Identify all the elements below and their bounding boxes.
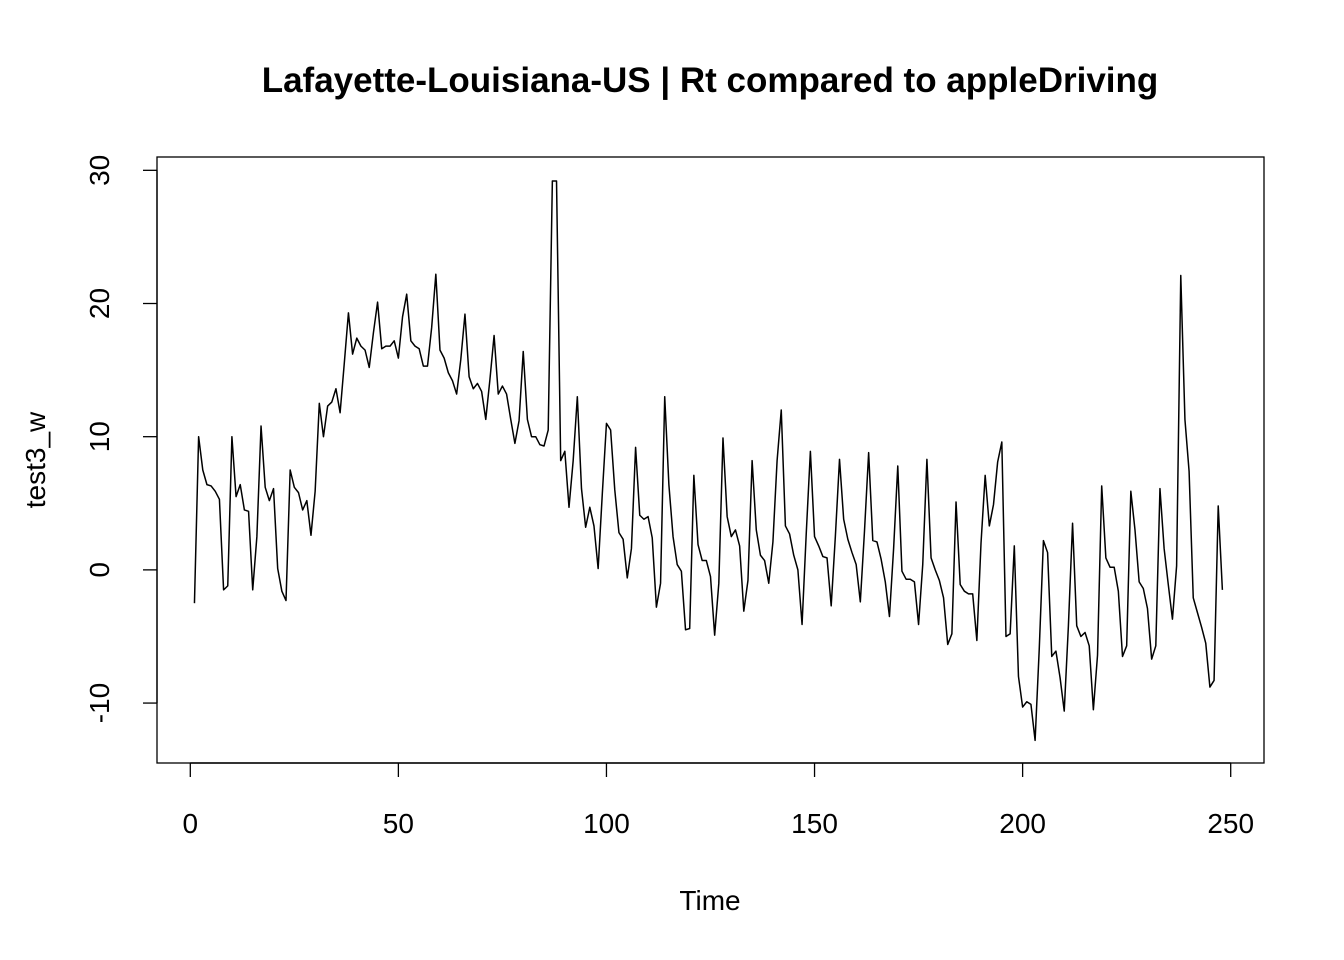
plot-area-frame (156, 156, 1265, 764)
x-tick-label: 100 (583, 808, 630, 839)
y-tick-label: 0 (84, 562, 115, 578)
x-tick-label: 0 (183, 808, 199, 839)
x-tick-label: 250 (1207, 808, 1254, 839)
plot-lines (193, 180, 1224, 742)
chart-title: Lafayette-Louisiana-US | Rt compared to … (262, 61, 1159, 100)
y-tick-label: 30 (84, 155, 115, 186)
y-tick-label: -10 (84, 683, 115, 723)
x-axis-label: Time (679, 885, 740, 916)
y-tick-label: 20 (84, 288, 115, 319)
series-line (193, 180, 1224, 742)
x-tick-label: 200 (999, 808, 1046, 839)
y-axis: -10 0 10 20 30 (84, 155, 158, 723)
x-tick-label: 50 (383, 808, 414, 839)
x-tick-label: 150 (791, 808, 838, 839)
y-axis-label: test3_w (20, 411, 51, 508)
x-axis: 0 50 100 150 200 250 (183, 762, 1254, 839)
y-tick-label: 10 (84, 421, 115, 452)
